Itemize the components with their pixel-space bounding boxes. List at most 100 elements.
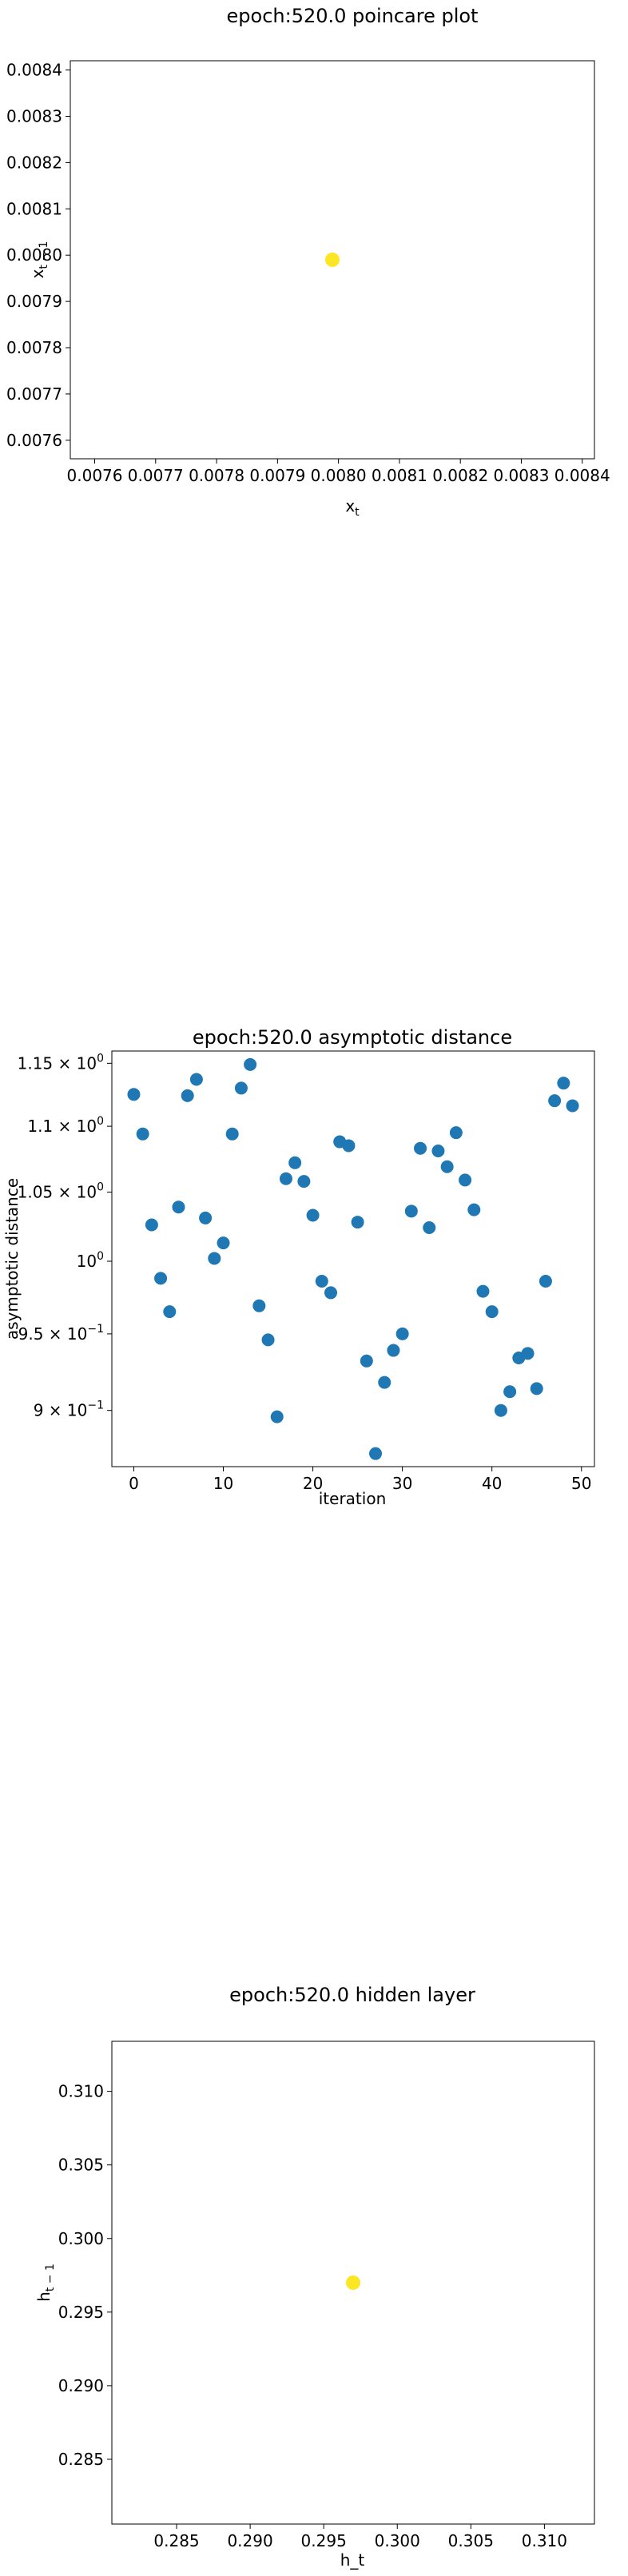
y-tick-label: 9.5 × 10−1	[18, 1323, 104, 1344]
plot-area	[111, 1050, 595, 1467]
y-tick-label: 1.1 × 100	[27, 1115, 104, 1136]
data-point	[279, 1172, 292, 1185]
data-point	[521, 1347, 535, 1360]
x-tick-label: 0.0078	[189, 466, 244, 485]
y-tick-label: 0.0080	[6, 245, 62, 265]
x-axis-label: iteration	[319, 1489, 387, 1508]
y-tick-label: 0.0076	[6, 431, 62, 450]
x-axis-label: xt	[345, 496, 360, 519]
data-point	[252, 1299, 266, 1312]
data-point	[485, 1305, 499, 1319]
x-tick-label: 20	[303, 1474, 323, 1493]
poincare-plot-panel: epoch:520.0 poincare plot 0.0076 0.0077 0.…	[0, 0, 628, 607]
x-tick-label: 0.0077	[128, 466, 184, 485]
x-tick-label: 0	[129, 1474, 139, 1493]
y-tick-label: 0.300	[58, 2229, 104, 2248]
x-tick-label: 0.0082	[432, 466, 488, 485]
data-point	[127, 1088, 141, 1101]
x-tick-label: 0.305	[448, 2531, 494, 2550]
x-tick-label: 0.285	[153, 2531, 199, 2550]
data-point	[449, 1126, 463, 1140]
x-tick-label: 0.310	[522, 2531, 567, 2550]
data-point	[244, 1057, 257, 1071]
data-point	[346, 2275, 360, 2290]
data-point	[145, 1218, 158, 1232]
y-tick-label: 0.310	[58, 2082, 104, 2101]
chart-title: epoch:520.0 hidden layer	[229, 1984, 475, 2006]
y-tick-label: 0.285	[58, 2450, 104, 2469]
y-axis-label: asymptotic distance	[2, 1178, 22, 1340]
data-point	[297, 1175, 311, 1188]
data-point	[503, 1385, 517, 1399]
data-point	[557, 1077, 570, 1090]
chart-title: epoch:520.0 asymptotic distance	[193, 1026, 512, 1049]
x-tick-label: 0.0076	[67, 466, 123, 485]
data-point	[163, 1305, 177, 1319]
x-tick-label: 0.0083	[493, 466, 549, 485]
y-tick-label: 1.05 × 100	[18, 1181, 104, 1202]
data-point	[270, 1410, 284, 1423]
data-point	[136, 1127, 149, 1141]
y-tick-label: 0.0084	[6, 61, 62, 80]
x-tick-label: 40	[482, 1474, 502, 1493]
data-point	[208, 1252, 221, 1265]
poincare-plot-chart: epoch:520.0 poincare plot 0.0076 0.0077 0.…	[6, 5, 610, 519]
data-point	[351, 1216, 364, 1229]
data-point	[440, 1160, 454, 1173]
data-point	[225, 1127, 239, 1141]
data-point	[324, 1286, 337, 1300]
data-point	[548, 1094, 562, 1108]
data-point	[315, 1274, 328, 1288]
y-tick-label: 100	[77, 1250, 104, 1271]
x-tick-label: 0.0084	[554, 466, 610, 485]
y-tick-label: 0.305	[58, 2156, 104, 2175]
x-axis-label: h_t	[340, 2550, 365, 2570]
y-tick-label: 0.0082	[6, 153, 62, 172]
data-point	[423, 1220, 436, 1234]
data-point	[404, 1204, 418, 1218]
data-point	[530, 1382, 543, 1395]
data-point	[369, 1447, 383, 1460]
y-tick-label: 0.0081	[6, 199, 62, 218]
x-tick-label: 0.0081	[372, 466, 427, 485]
hidden-layer-panel: epoch:520.0 hidden layer 0.285 0.290 0.295…	[0, 1974, 628, 2576]
data-point	[217, 1236, 230, 1250]
y-tick-label: 0.0083	[6, 106, 62, 125]
data-point	[395, 1327, 409, 1340]
x-tick-label: 0.295	[301, 2531, 347, 2550]
data-point	[431, 1144, 445, 1157]
data-point	[539, 1274, 552, 1288]
x-tick-label: 0.290	[227, 2531, 272, 2550]
data-point	[414, 1141, 427, 1155]
data-point	[154, 1272, 168, 1285]
data-point	[189, 1073, 203, 1086]
y-tick-label: 1.15 × 100	[18, 1052, 104, 1073]
y-axis-label: ht − 1	[34, 2263, 57, 2302]
y-tick-label: 0.0077	[6, 384, 62, 404]
data-point	[360, 1354, 373, 1368]
x-tick-label: 0.0079	[249, 466, 305, 485]
data-point	[476, 1284, 490, 1298]
data-point	[566, 1099, 579, 1113]
data-point	[378, 1376, 392, 1389]
data-point	[494, 1403, 507, 1417]
asymptotic-distance-chart: epoch:520.0 asymptotic distance 0 10 20 30 4…	[2, 1026, 595, 1508]
x-tick-label: 10	[213, 1474, 233, 1493]
data-point	[199, 1211, 213, 1224]
data-point	[325, 253, 340, 267]
data-point	[234, 1081, 248, 1095]
data-point	[467, 1203, 481, 1216]
x-tick-label: 0.300	[375, 2531, 420, 2550]
data-point	[288, 1156, 302, 1169]
y-tick-label: 0.295	[58, 2303, 104, 2322]
data-point	[459, 1173, 472, 1187]
x-tick-label: 30	[392, 1474, 412, 1493]
x-tick-label: 0.0080	[311, 466, 367, 485]
data-point	[261, 1333, 275, 1347]
data-point	[387, 1344, 400, 1357]
data-point	[306, 1208, 320, 1222]
data-point	[181, 1089, 194, 1102]
y-tick-label: 9 × 10−1	[34, 1399, 104, 1420]
x-tick-label: 50	[571, 1474, 591, 1493]
hidden-layer-chart: epoch:520.0 hidden layer 0.285 0.290 0.295…	[34, 1984, 595, 2570]
